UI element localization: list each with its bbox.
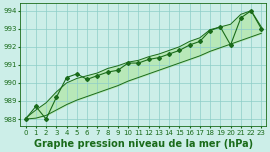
X-axis label: Graphe pression niveau de la mer (hPa): Graphe pression niveau de la mer (hPa) bbox=[34, 138, 253, 149]
